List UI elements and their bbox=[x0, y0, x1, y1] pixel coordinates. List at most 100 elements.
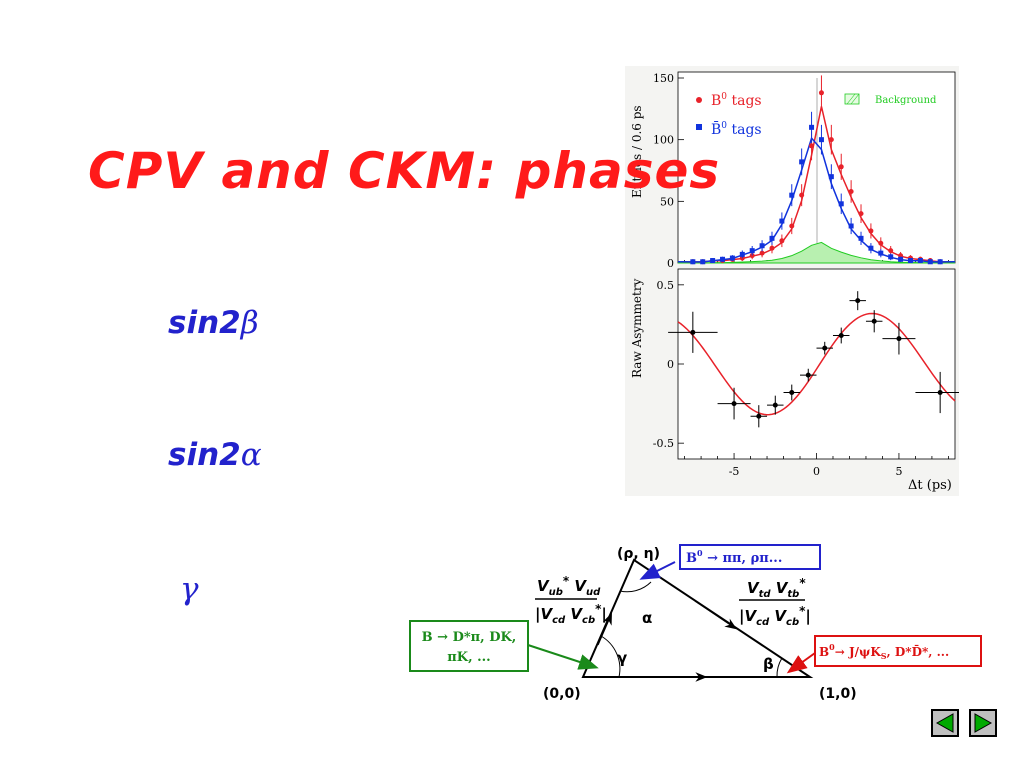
lower-x-axis-label: Δt (ps) bbox=[908, 478, 952, 493]
data-point bbox=[690, 259, 696, 265]
upper-y-tick-label: 0 bbox=[667, 257, 674, 270]
data-point bbox=[809, 143, 815, 149]
bullet-prefix: sin2 bbox=[168, 305, 241, 341]
gamma-label: γ bbox=[617, 649, 627, 667]
slide-title: CPV and CKM: phases bbox=[88, 142, 721, 200]
lower-y-axis-label: Raw Asymmetry bbox=[630, 278, 644, 378]
data-point bbox=[769, 235, 775, 241]
data-point bbox=[789, 223, 795, 229]
asym-data-point bbox=[756, 413, 762, 419]
asym-data-point bbox=[838, 333, 844, 338]
b0-fit-curve bbox=[677, 106, 956, 263]
legend-b0-marker bbox=[696, 97, 702, 103]
svg-text:|Vcd Vcb*|: |Vcd Vcb*| bbox=[535, 602, 607, 626]
pipi-box bbox=[679, 544, 821, 570]
legend-background-label: Background bbox=[875, 95, 937, 106]
vertex-left-label: (0,0) bbox=[543, 686, 581, 702]
data-point bbox=[888, 248, 894, 254]
data-point bbox=[749, 248, 755, 254]
upper-y-axis-label: Entries / 0.6 ps bbox=[630, 105, 644, 198]
asym-data-point bbox=[855, 298, 861, 304]
dk-box-line1: B → D*π, DK, bbox=[422, 630, 517, 645]
data-point bbox=[739, 251, 745, 257]
data-point bbox=[799, 159, 805, 165]
bullet-greek: γ bbox=[180, 571, 199, 607]
data-point bbox=[759, 250, 765, 256]
data-point bbox=[828, 137, 834, 143]
svg-text:Vub* Vud: Vub* Vud bbox=[537, 574, 601, 598]
upper-y-tick-label: 150 bbox=[653, 72, 674, 85]
data-point bbox=[729, 255, 735, 261]
next-slide-button[interactable] bbox=[969, 709, 997, 737]
data-point bbox=[838, 164, 844, 170]
bullet-sin2alpha: sin2α bbox=[168, 437, 262, 473]
upper-frame bbox=[677, 71, 956, 264]
svg-text:Vtd Vtb*: Vtd Vtb* bbox=[747, 576, 806, 600]
lower-y-tick-label: 0.5 bbox=[657, 279, 675, 292]
legend-background-swatch bbox=[844, 93, 860, 105]
asymmetry-fit-curve bbox=[677, 312, 956, 416]
beta-arc bbox=[776, 657, 783, 678]
data-point bbox=[818, 90, 824, 96]
lower-x-tick-label: 0 bbox=[813, 465, 820, 478]
jpsiks-box-text: B0→ J/ψKS, D*D̄*, ... bbox=[819, 642, 949, 661]
data-point bbox=[818, 137, 824, 143]
data-point bbox=[720, 256, 726, 262]
data-point bbox=[878, 240, 884, 246]
legend-b0bar-label: B̄0 tags bbox=[711, 120, 762, 138]
unitarity-triangle: (ρ, η) (0,0) (1,0) α γ β Vub* Vud |Vcd V… bbox=[409, 544, 982, 702]
alpha-arc bbox=[619, 581, 652, 593]
data-point bbox=[868, 245, 874, 251]
data-point bbox=[838, 201, 844, 207]
bullet-gamma: γ bbox=[180, 571, 199, 607]
vertex-top-label: (ρ, η) bbox=[617, 546, 660, 562]
lower-y-tick-label: -0.5 bbox=[653, 437, 674, 450]
data-point bbox=[878, 250, 884, 256]
data-point bbox=[799, 192, 805, 198]
upper-y-tick-label: 50 bbox=[660, 195, 674, 208]
pipi-box-arrow bbox=[639, 561, 676, 580]
data-point bbox=[779, 238, 785, 244]
bullet-greek: α bbox=[240, 437, 262, 473]
asym-data-point bbox=[896, 336, 902, 342]
triangle-right-icon bbox=[974, 713, 993, 733]
jpsiks-box-arrow bbox=[786, 652, 816, 674]
data-point bbox=[828, 174, 834, 180]
gamma-arc bbox=[600, 635, 621, 678]
left-side-fraction: Vub* Vud |Vcd Vcb*| bbox=[535, 574, 607, 626]
data-point bbox=[858, 235, 864, 241]
data-point bbox=[848, 223, 854, 229]
data-point bbox=[868, 228, 874, 234]
right-side-fraction: Vtd Vtb* |Vcd Vcb*| bbox=[739, 576, 811, 628]
triangle-left-icon bbox=[935, 713, 954, 733]
alpha-label: α bbox=[642, 609, 652, 627]
asymmetry-points bbox=[668, 291, 959, 428]
data-point bbox=[888, 254, 894, 260]
b0bar-fit-curve bbox=[677, 136, 956, 263]
lower-x-tick-label: -5 bbox=[729, 465, 740, 478]
asym-data-point bbox=[772, 402, 778, 408]
asym-data-point bbox=[690, 329, 696, 335]
lower-axis-ticks: -0.5 0 0.5 -5 0 5 bbox=[653, 279, 949, 478]
asym-data-point bbox=[805, 372, 811, 378]
upper-y-tick-label: 100 bbox=[653, 134, 674, 147]
bullet-greek: β bbox=[240, 305, 259, 341]
bullet-sin2beta: sin2β bbox=[168, 305, 259, 341]
legend-b0-label: B0 tags bbox=[711, 92, 762, 109]
data-point bbox=[809, 124, 815, 130]
dk-box-arrow bbox=[527, 644, 599, 670]
data-point bbox=[779, 218, 785, 224]
asym-data-point bbox=[871, 318, 877, 324]
data-point bbox=[937, 259, 943, 265]
data-point bbox=[858, 211, 864, 217]
data-point bbox=[907, 258, 913, 264]
data-point bbox=[759, 243, 765, 249]
vertex-right-label: (1,0) bbox=[819, 686, 857, 702]
right-side-arrow bbox=[694, 600, 737, 630]
asym-data-point bbox=[731, 401, 737, 407]
previous-slide-button[interactable] bbox=[931, 709, 959, 737]
data-point bbox=[917, 258, 923, 264]
dk-box-line2: πK, ... bbox=[447, 650, 490, 665]
data-point bbox=[848, 188, 854, 194]
